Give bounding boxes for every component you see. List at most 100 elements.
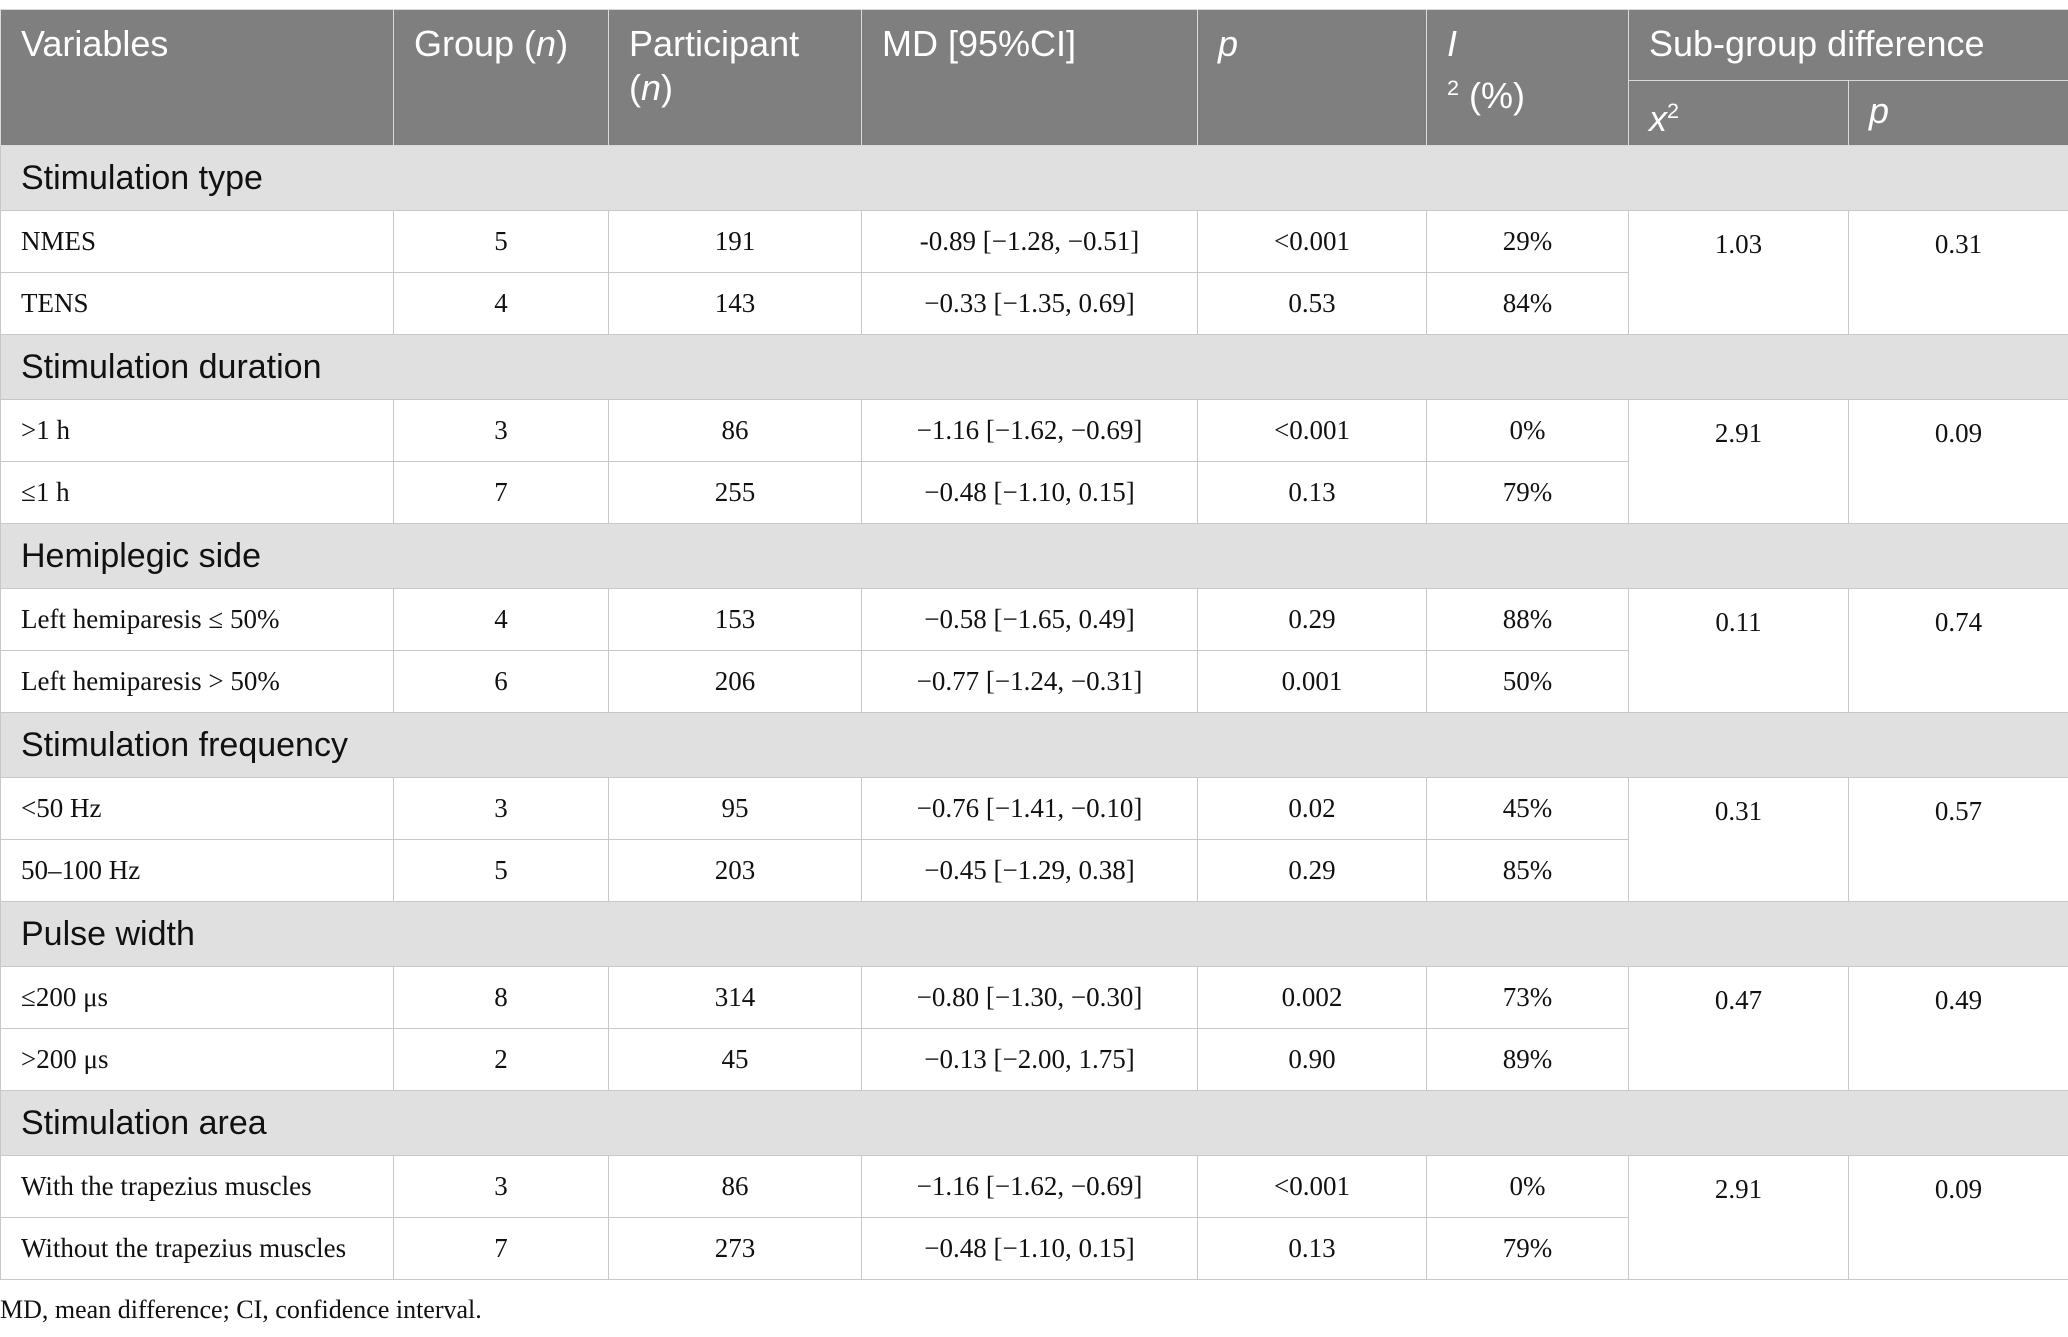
i2-cell: 85% — [1426, 839, 1629, 902]
header-subgroup-difference: Sub-group difference — [1627, 9, 2068, 81]
header-subgroup-p: p — [1847, 80, 2068, 146]
participant-n-cell: 86 — [608, 1155, 862, 1218]
group-header-row: Stimulation duration — [0, 334, 2068, 400]
i2-cell: 45% — [1426, 777, 1629, 840]
row-label: NMES — [0, 210, 394, 273]
group-n-cell: 2 — [393, 1028, 609, 1091]
table-row: ≤1 h 7 255 −0.48 [−1.10, 0.15] 0.13 79% — [0, 461, 2068, 524]
i2-cell: 0% — [1426, 399, 1629, 462]
subgroup-analysis-table: Variables Group (n) Participant (n) MD [9… — [0, 9, 2068, 1280]
table-row: Left hemiparesis ≤ 50% 4 153 −0.58 [−1.65, … — [0, 588, 2068, 713]
md-ci-cell: −0.13 [−2.00, 1.75] — [861, 1028, 1198, 1091]
md-ci-cell: −1.16 [−1.62, −0.69] — [861, 1155, 1198, 1218]
table-footnote: MD, mean difference; CI, confidence inte… — [0, 1295, 482, 1324]
table-row: Without the trapezius muscles 7 273 −0.48 [… — [0, 1217, 2068, 1280]
group-n-cell: 7 — [393, 1217, 609, 1280]
table-row: Left hemiparesis > 50% 6 206 −0.77 [−1.24, … — [0, 650, 2068, 713]
group-title: Stimulation type — [0, 145, 2068, 211]
table-header: Variables Group (n) Participant (n) MD [9… — [0, 9, 2068, 146]
participant-n-cell: 95 — [608, 777, 862, 840]
participant-n-cell: 203 — [608, 839, 862, 902]
group-n-cell: 4 — [393, 588, 609, 651]
group-n-cell: 5 — [393, 210, 609, 273]
i2-cell: 50% — [1426, 650, 1629, 713]
group-header-row: Hemiplegic side — [0, 523, 2068, 589]
row-label: 50–100 Hz — [0, 839, 394, 902]
i2-cell: 79% — [1426, 461, 1629, 524]
md-ci-cell: −0.48 [−1.10, 0.15] — [861, 461, 1198, 524]
md-ci-cell: -0.89 [−1.28, −0.51] — [861, 210, 1198, 273]
participant-n-cell: 191 — [608, 210, 862, 273]
participant-n-cell: 45 — [608, 1028, 862, 1091]
row-label: ≤200 μs — [0, 966, 394, 1029]
group-n-cell: 7 — [393, 461, 609, 524]
p-value-cell: 0.53 — [1197, 272, 1427, 335]
group-title: Stimulation frequency — [0, 712, 2068, 778]
subgroup-p-cell: 0.09 — [1847, 1155, 2068, 1280]
participant-n-cell: 206 — [608, 650, 862, 713]
i2-cell: 0% — [1426, 1155, 1629, 1218]
row-label: >200 μs — [0, 1028, 394, 1091]
group-header-row: Stimulation type — [0, 145, 2068, 211]
md-ci-cell: −0.48 [−1.10, 0.15] — [861, 1217, 1198, 1280]
i2-cell: 88% — [1426, 588, 1629, 651]
md-ci-cell: −0.80 [−1.30, −0.30] — [861, 966, 1198, 1029]
p-value-cell: 0.90 — [1197, 1028, 1427, 1091]
p-value-cell: 0.29 — [1197, 839, 1427, 902]
table-row: >1 h 3 86 −1.16 [−1.62, −0.69] <0.001 0% 2.91 0… — [0, 399, 2068, 524]
p-value-cell: 0.001 — [1197, 650, 1427, 713]
table-row: >200 μs 2 45 −0.13 [−2.00, 1.75] 0.90 89% — [0, 1028, 2068, 1091]
group-title: Stimulation area — [0, 1090, 2068, 1156]
row-label: Left hemiparesis ≤ 50% — [0, 588, 394, 651]
participant-n-cell: 153 — [608, 588, 862, 651]
md-ci-cell: −0.77 [−1.24, −0.31] — [861, 650, 1198, 713]
x2-cell: 0.31 — [1628, 777, 1849, 902]
p-value-cell: <0.001 — [1197, 399, 1427, 462]
group-header-row: Pulse width — [0, 901, 2068, 967]
header-participant-n: Participant (n) — [608, 9, 862, 146]
group-n-cell: 4 — [393, 272, 609, 335]
subgroup-p-cell: 0.74 — [1847, 588, 2068, 713]
p-value-cell: 0.02 — [1197, 777, 1427, 840]
group-n-cell: 3 — [393, 399, 609, 462]
p-value-cell: 0.002 — [1197, 966, 1427, 1029]
p-value-cell: 0.13 — [1197, 461, 1427, 524]
row-label: >1 h — [0, 399, 394, 462]
x2-cell: 0.11 — [1628, 588, 1849, 713]
x2-cell: 0.47 — [1628, 966, 1849, 1091]
group-n-cell: 6 — [393, 650, 609, 713]
md-ci-cell: −0.76 [−1.41, −0.10] — [861, 777, 1198, 840]
table-row: <50 Hz 3 95 −0.76 [−1.41, −0.10] 0.02 45% 0.31… — [0, 777, 2068, 902]
table-row: With the trapezius muscles 3 86 −1.16 [−1.6… — [0, 1155, 2068, 1280]
row-label: ≤1 h — [0, 461, 394, 524]
i2-cell: 29% — [1426, 210, 1629, 273]
group-n-cell: 3 — [393, 777, 609, 840]
subgroup-p-cell: 0.49 — [1847, 966, 2068, 1091]
participant-n-cell: 255 — [608, 461, 862, 524]
header-md-ci: MD [95%CI] — [861, 9, 1198, 146]
subgroup-p-cell: 0.09 — [1847, 399, 2068, 524]
md-ci-cell: −0.58 [−1.65, 0.49] — [861, 588, 1198, 651]
i2-cell: 89% — [1426, 1028, 1629, 1091]
group-header-row: Stimulation frequency — [0, 712, 2068, 778]
group-n-cell: 5 — [393, 839, 609, 902]
table-row: TENS 4 143 −0.33 [−1.35, 0.69] 0.53 84% — [0, 272, 2068, 335]
table-body: Stimulation type NMES 5 191 -0.89 [−1.28, −0… — [0, 145, 2068, 1280]
header-x2: x2 — [1628, 80, 1849, 146]
md-ci-cell: −1.16 [−1.62, −0.69] — [861, 399, 1198, 462]
group-header-row: Stimulation area — [0, 1090, 2068, 1156]
participant-n-cell: 86 — [608, 399, 862, 462]
table-row: ≤200 μs 8 314 −0.80 [−1.30, −0.30] 0.002 73% 0… — [0, 966, 2068, 1091]
row-label: Without the trapezius muscles — [0, 1217, 394, 1280]
header-group-n: Group (n) — [393, 9, 609, 146]
header-p: p — [1197, 9, 1427, 146]
group-title: Hemiplegic side — [0, 523, 2068, 589]
participant-n-cell: 143 — [608, 272, 862, 335]
i2-cell: 73% — [1426, 966, 1629, 1029]
p-value-cell: 0.13 — [1197, 1217, 1427, 1280]
results-table-container: Variables Group (n) Participant (n) MD [9… — [0, 9, 2068, 1280]
i2-cell: 84% — [1426, 272, 1629, 335]
i2-cell: 79% — [1426, 1217, 1629, 1280]
p-value-cell: 0.29 — [1197, 588, 1427, 651]
